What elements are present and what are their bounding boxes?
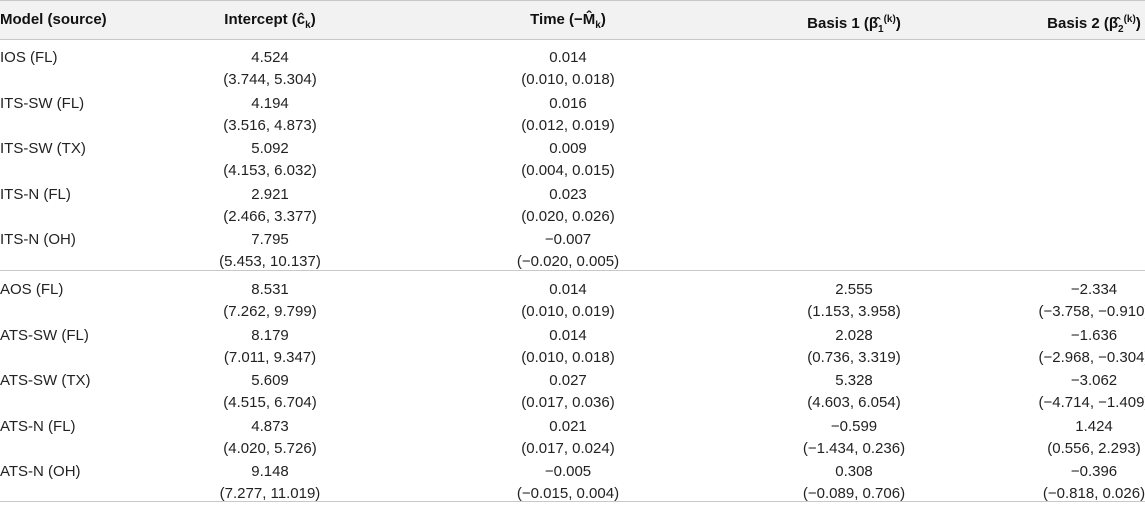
model-name: AOS (FL) — [0, 281, 64, 298]
model-name: IOS (FL) — [0, 49, 58, 66]
model-name: ATS-N (FL) — [0, 417, 76, 435]
table-bottom-rule — [0, 501, 1145, 502]
model-name: ITS-N (FL) — [0, 185, 71, 203]
model-name: ATS-N (OH) — [0, 463, 81, 480]
model-name: ITS-SW (FL) — [0, 94, 85, 112]
model-name: ATS-SW (FL) — [0, 326, 89, 344]
header-model: Model (source) — [0, 11, 107, 28]
model-name: ITS-SW (TX) — [0, 140, 86, 157]
model-name: ATS-SW (TX) — [0, 372, 91, 389]
table-header: Model (source) Intercept (ĉk) Time (−M̂k… — [0, 0, 1145, 40]
group-divider — [0, 270, 1145, 271]
model-name: ITS-N (OH) — [0, 231, 76, 248]
